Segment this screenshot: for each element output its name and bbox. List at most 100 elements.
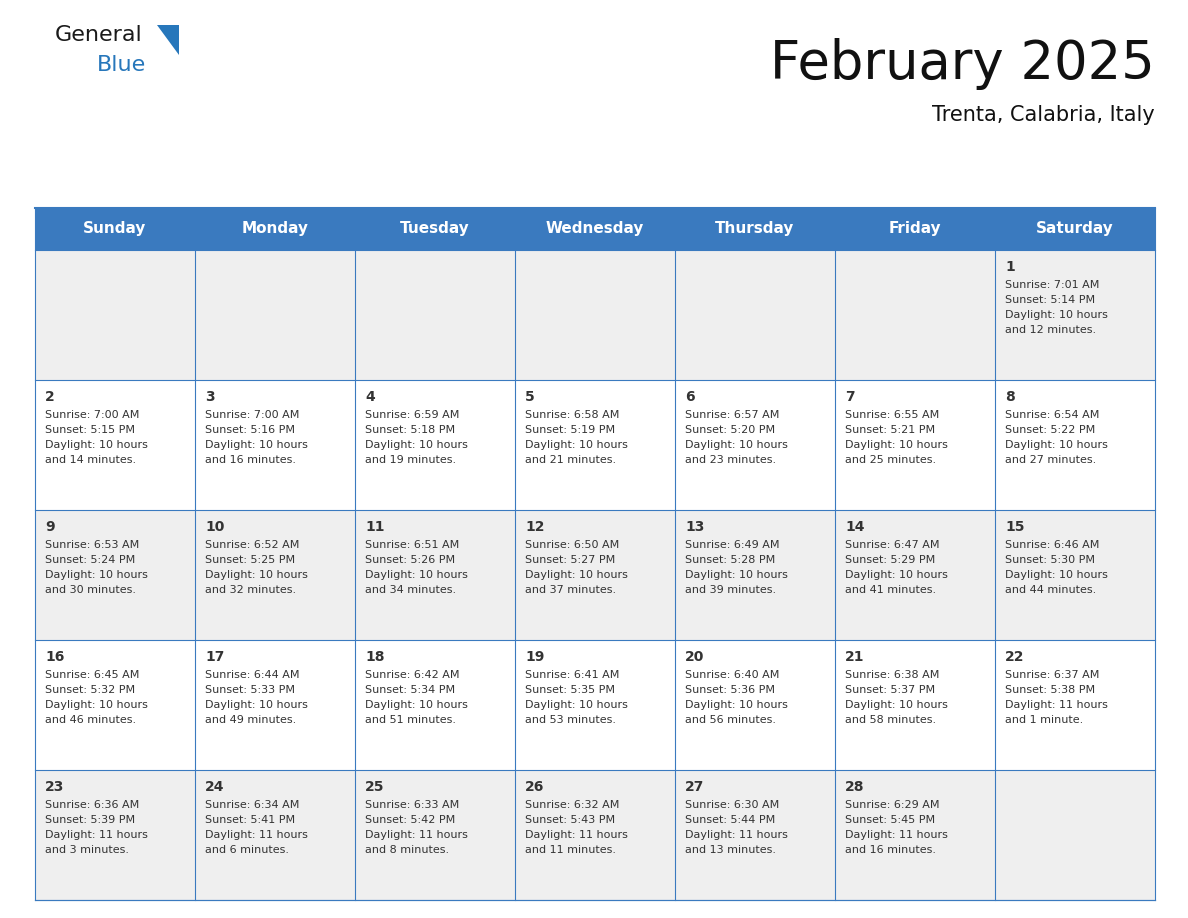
Text: Daylight: 10 hours: Daylight: 10 hours [45,700,147,710]
Bar [34,380,1155,510]
Text: Sunset: 5:22 PM: Sunset: 5:22 PM [1005,425,1095,435]
Text: Sunset: 5:28 PM: Sunset: 5:28 PM [685,555,776,565]
Text: 21: 21 [845,650,865,664]
Text: and 21 minutes.: and 21 minutes. [525,455,617,465]
Text: Sunset: 5:39 PM: Sunset: 5:39 PM [45,815,135,825]
Text: Sunset: 5:15 PM: Sunset: 5:15 PM [45,425,135,435]
Text: and 16 minutes.: and 16 minutes. [206,455,296,465]
Text: Sunrise: 6:45 AM: Sunrise: 6:45 AM [45,670,139,680]
Text: 11: 11 [365,520,385,534]
Text: Wednesday: Wednesday [545,221,644,237]
Text: and 6 minutes.: and 6 minutes. [206,845,289,855]
Text: Daylight: 10 hours: Daylight: 10 hours [525,440,628,450]
Text: Sunrise: 6:55 AM: Sunrise: 6:55 AM [845,410,940,420]
Text: Sunrise: 6:33 AM: Sunrise: 6:33 AM [365,800,460,810]
Text: and 27 minutes.: and 27 minutes. [1005,455,1097,465]
Text: Daylight: 11 hours: Daylight: 11 hours [685,830,788,840]
Text: and 16 minutes.: and 16 minutes. [845,845,936,855]
Text: Sunrise: 6:58 AM: Sunrise: 6:58 AM [525,410,619,420]
Bar [34,640,1155,770]
Text: 27: 27 [685,780,704,794]
Text: and 34 minutes.: and 34 minutes. [365,585,456,595]
Bar [34,510,1155,640]
Text: Trenta, Calabria, Italy: Trenta, Calabria, Italy [933,105,1155,125]
Text: Sunrise: 6:46 AM: Sunrise: 6:46 AM [1005,540,1099,550]
Text: 25: 25 [365,780,385,794]
Text: Daylight: 10 hours: Daylight: 10 hours [45,440,147,450]
Text: 19: 19 [525,650,544,664]
Text: 26: 26 [525,780,544,794]
Text: Sunday: Sunday [83,221,146,237]
Text: Sunset: 5:21 PM: Sunset: 5:21 PM [845,425,935,435]
Text: Thursday: Thursday [715,221,795,237]
Text: Friday: Friday [889,221,941,237]
Text: and 41 minutes.: and 41 minutes. [845,585,936,595]
Text: Daylight: 10 hours: Daylight: 10 hours [685,440,788,450]
Text: 22: 22 [1005,650,1024,664]
Bar [34,770,1155,900]
Text: Sunrise: 6:38 AM: Sunrise: 6:38 AM [845,670,940,680]
Text: Sunrise: 6:57 AM: Sunrise: 6:57 AM [685,410,779,420]
Text: Sunrise: 7:00 AM: Sunrise: 7:00 AM [206,410,299,420]
Text: and 39 minutes.: and 39 minutes. [685,585,776,595]
Text: 12: 12 [525,520,544,534]
Text: and 13 minutes.: and 13 minutes. [685,845,776,855]
Text: Daylight: 10 hours: Daylight: 10 hours [525,570,628,580]
Text: Daylight: 11 hours: Daylight: 11 hours [45,830,147,840]
Text: and 58 minutes.: and 58 minutes. [845,715,936,725]
Text: and 11 minutes.: and 11 minutes. [525,845,617,855]
Text: and 14 minutes.: and 14 minutes. [45,455,137,465]
Text: and 30 minutes.: and 30 minutes. [45,585,135,595]
Text: and 8 minutes.: and 8 minutes. [365,845,449,855]
Text: Daylight: 10 hours: Daylight: 10 hours [845,570,948,580]
Text: 23: 23 [45,780,64,794]
Text: Daylight: 10 hours: Daylight: 10 hours [845,440,948,450]
Text: Sunset: 5:35 PM: Sunset: 5:35 PM [525,685,615,695]
Text: Sunset: 5:24 PM: Sunset: 5:24 PM [45,555,135,565]
Text: Sunset: 5:43 PM: Sunset: 5:43 PM [525,815,615,825]
Text: Daylight: 11 hours: Daylight: 11 hours [525,830,628,840]
Text: Sunset: 5:14 PM: Sunset: 5:14 PM [1005,295,1095,305]
Text: Sunset: 5:32 PM: Sunset: 5:32 PM [45,685,135,695]
Text: 24: 24 [206,780,225,794]
Text: Sunrise: 6:59 AM: Sunrise: 6:59 AM [365,410,460,420]
Text: Sunrise: 6:44 AM: Sunrise: 6:44 AM [206,670,299,680]
Text: and 23 minutes.: and 23 minutes. [685,455,776,465]
Text: Sunset: 5:25 PM: Sunset: 5:25 PM [206,555,295,565]
Text: Sunrise: 6:41 AM: Sunrise: 6:41 AM [525,670,619,680]
Text: Sunrise: 6:30 AM: Sunrise: 6:30 AM [685,800,779,810]
Text: Daylight: 10 hours: Daylight: 10 hours [206,440,308,450]
Text: 5: 5 [525,390,535,404]
Text: Sunset: 5:29 PM: Sunset: 5:29 PM [845,555,935,565]
Text: Daylight: 11 hours: Daylight: 11 hours [206,830,308,840]
Text: Sunset: 5:27 PM: Sunset: 5:27 PM [525,555,615,565]
Text: Daylight: 10 hours: Daylight: 10 hours [365,440,468,450]
Text: 1: 1 [1005,260,1015,274]
Text: and 32 minutes.: and 32 minutes. [206,585,296,595]
Text: Blue: Blue [97,55,146,75]
Text: Saturday: Saturday [1036,221,1114,237]
Text: Sunset: 5:19 PM: Sunset: 5:19 PM [525,425,615,435]
Text: Sunrise: 6:29 AM: Sunrise: 6:29 AM [845,800,940,810]
Text: 18: 18 [365,650,385,664]
Text: and 51 minutes.: and 51 minutes. [365,715,456,725]
Text: Sunrise: 6:40 AM: Sunrise: 6:40 AM [685,670,779,680]
Text: Sunset: 5:45 PM: Sunset: 5:45 PM [845,815,935,825]
Text: Daylight: 10 hours: Daylight: 10 hours [1005,310,1108,320]
Text: 10: 10 [206,520,225,534]
Text: 6: 6 [685,390,695,404]
Text: Sunrise: 6:34 AM: Sunrise: 6:34 AM [206,800,299,810]
Text: and 1 minute.: and 1 minute. [1005,715,1083,725]
Text: Sunset: 5:37 PM: Sunset: 5:37 PM [845,685,935,695]
Text: 9: 9 [45,520,55,534]
Text: Sunrise: 6:42 AM: Sunrise: 6:42 AM [365,670,460,680]
Text: Tuesday: Tuesday [400,221,470,237]
Text: Sunset: 5:44 PM: Sunset: 5:44 PM [685,815,776,825]
Text: and 37 minutes.: and 37 minutes. [525,585,617,595]
Text: 28: 28 [845,780,865,794]
Text: Daylight: 10 hours: Daylight: 10 hours [365,700,468,710]
Text: Sunrise: 6:52 AM: Sunrise: 6:52 AM [206,540,299,550]
Text: Daylight: 11 hours: Daylight: 11 hours [365,830,468,840]
Text: Daylight: 10 hours: Daylight: 10 hours [206,700,308,710]
Text: 4: 4 [365,390,374,404]
